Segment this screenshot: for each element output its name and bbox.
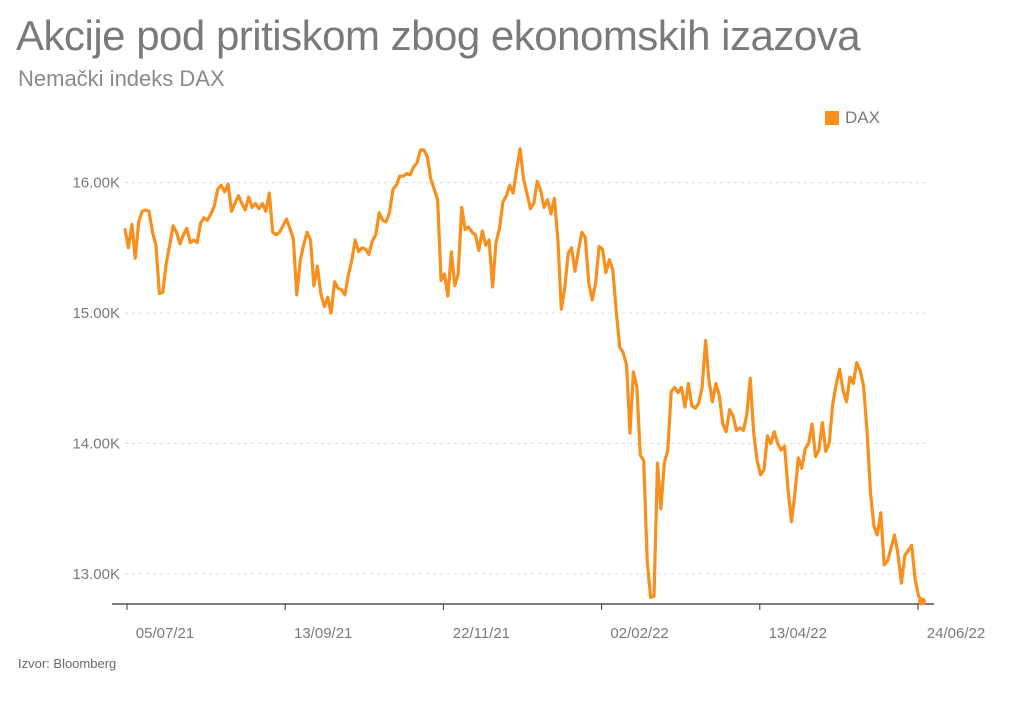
x-tick-label: 13/09/21 — [294, 625, 352, 642]
gridlines — [125, 182, 928, 575]
y-tick-label: 16.00K — [72, 175, 120, 192]
chart-subtitle: Nemački indeks DAX — [18, 66, 225, 91]
x-tick-label: 22/11/21 — [453, 625, 510, 642]
x-tick-label: 02/02/22 — [610, 625, 668, 642]
chart-title: Akcije pod pritiskom zbog ekonomskih iza… — [16, 12, 861, 59]
x-tick-label: 05/07/21 — [136, 625, 194, 642]
x-tick-label: 13/04/22 — [769, 625, 827, 642]
y-tick-label: 14.00K — [72, 436, 120, 453]
legend-label-dax: DAX — [845, 108, 880, 127]
y-tick-label: 13.00K — [72, 566, 120, 583]
series-end-marker — [918, 597, 926, 606]
source-note: Izvor: Bloomberg — [18, 656, 117, 671]
x-tick-label: 24/06/22 — [927, 625, 985, 642]
legend-swatch-dax — [825, 111, 839, 125]
legend: DAX — [825, 108, 880, 128]
y-tick-label: 15.00K — [72, 305, 120, 322]
series-line-dax — [123, 147, 924, 604]
y-axis-ticks: 13.00K 14.00K 15.00K 16.00K — [72, 175, 120, 583]
x-axis-ticks: 05/07/21 13/09/21 22/11/21 02/02/22 13/04/22… — [126, 604, 985, 642]
